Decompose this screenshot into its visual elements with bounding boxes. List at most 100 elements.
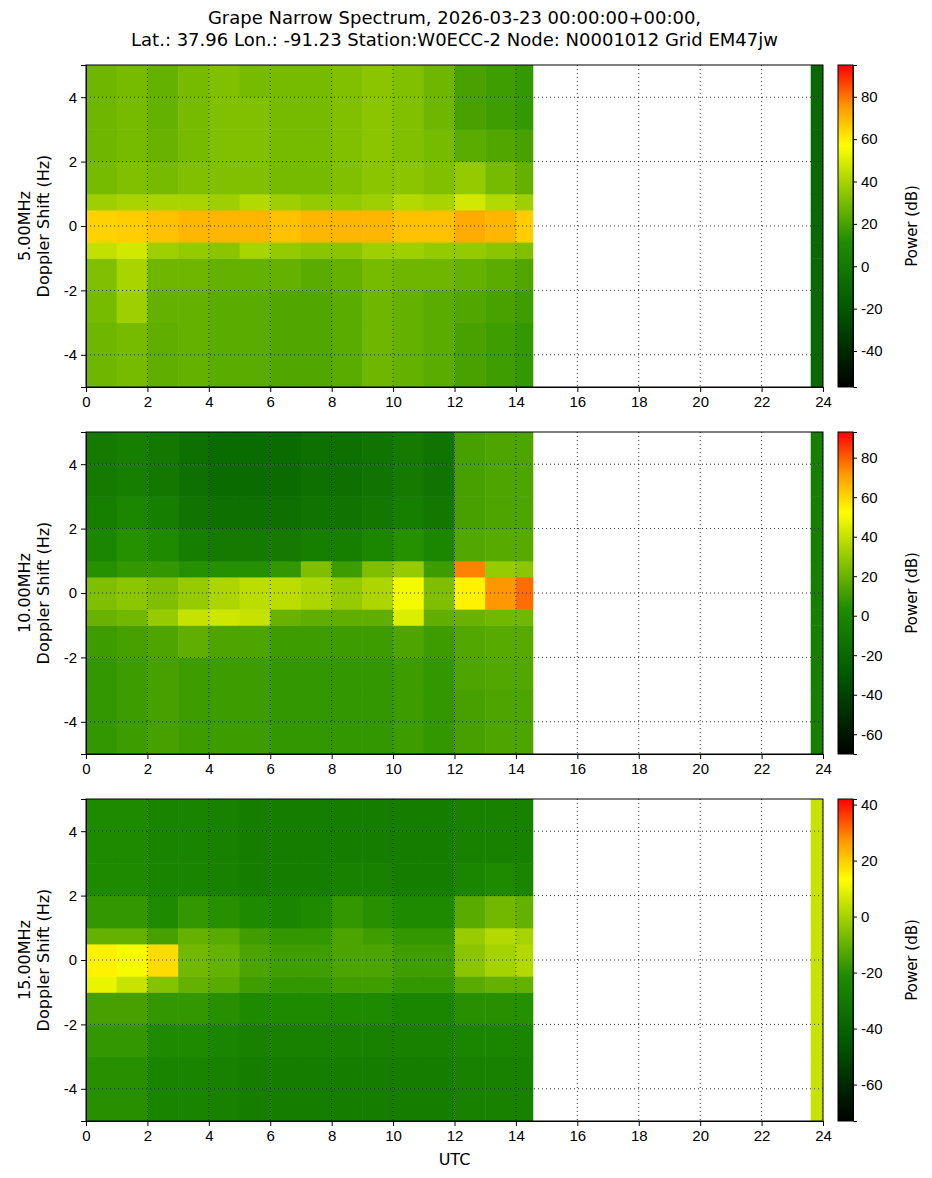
tick-mark [853,351,857,352]
cell [332,799,363,832]
cell [117,863,148,896]
cell [811,496,823,529]
cell [147,65,178,98]
tick: 6 [267,1121,275,1144]
cell [178,992,209,1025]
tick-mark [81,464,86,465]
cell [332,863,363,896]
cell [811,464,823,497]
colorbar-label: Power (dB) [903,185,921,267]
cell [516,1024,533,1057]
cell [147,162,178,195]
cell [209,194,240,211]
cell [424,323,455,356]
cell [117,690,148,723]
cell [393,97,424,130]
cell [117,722,148,754]
grid-line [577,65,578,387]
cell [240,258,271,291]
cell [485,625,516,658]
grid [86,432,823,754]
tick: 18 [631,754,648,777]
cell [485,944,516,977]
cell [209,258,240,291]
tick-label: 14 [508,393,525,410]
cell [301,690,332,723]
cell [455,625,486,658]
cell [270,496,301,529]
cell [178,464,209,497]
cell [117,65,148,98]
cell [209,928,240,945]
cell [147,242,178,259]
tick-mark [332,387,333,392]
cell [362,529,393,562]
cell [178,976,209,993]
tick: 4 [205,754,213,777]
cell [86,561,117,578]
tick: 20 [853,215,878,232]
cell [301,464,332,497]
grid-line [86,831,823,832]
cell [393,690,424,723]
cell [393,944,424,977]
cell [332,194,363,211]
cell [811,194,823,211]
cell [86,609,117,626]
cell [209,657,240,690]
cell [240,432,271,465]
cell [455,657,486,690]
grid-line [147,799,148,1121]
cell [240,242,271,259]
cell [424,831,455,864]
tick-label: 80 [861,449,878,466]
cell [240,529,271,562]
cell [209,799,240,832]
cell [86,722,117,754]
tick-label: -4 [64,346,77,363]
cell [240,323,271,356]
cell [240,863,271,896]
cell [485,194,516,211]
tick-label: 6 [267,760,275,777]
cell [362,863,393,896]
cell [86,323,117,356]
tick: 4 [205,387,213,410]
cell [811,799,823,832]
cell [270,976,301,993]
cell [301,657,332,690]
cell [240,65,271,98]
frame [86,799,823,1121]
cell [301,799,332,832]
cell [485,162,516,195]
cell [811,1089,823,1121]
grid-line [86,657,823,658]
tick-label: 0 [861,258,869,275]
axis-line [87,388,824,393]
tick-label: 8 [328,760,336,777]
tick-label: 2 [144,1127,152,1144]
cell [811,162,823,195]
cell [147,657,178,690]
cell [147,194,178,211]
cell [362,896,393,929]
cell [455,194,486,211]
tick-label: 60 [861,130,878,147]
cell [516,242,533,259]
tick-mark [516,387,517,392]
axis-line [87,755,824,760]
tick-label: -60 [861,726,883,743]
cell [811,722,823,754]
cell [332,657,363,690]
cell [455,722,486,754]
axis-line [854,433,858,755]
tick: 20 [692,1121,709,1144]
tick-label: 4 [205,1127,213,1144]
frame [86,65,823,387]
cell [332,625,363,658]
tick: 16 [569,754,586,777]
cell [270,992,301,1025]
tick: 2 [144,387,152,410]
cell [147,944,178,977]
cell [811,625,823,658]
